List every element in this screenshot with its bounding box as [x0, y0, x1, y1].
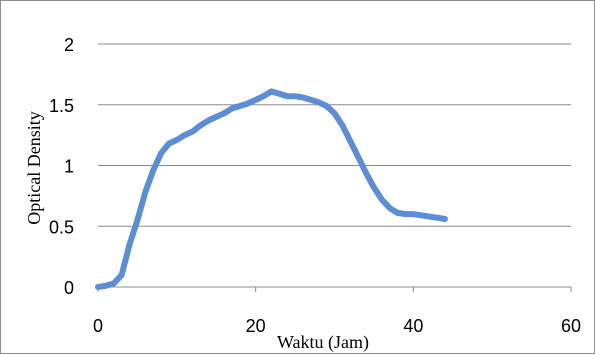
tick-labels: 00.511.520 20 40 60: [49, 35, 581, 336]
y-tick-label: 0.5: [49, 217, 74, 237]
y-axis-title: Optical Density: [24, 111, 44, 224]
y-tick-label: 1: [64, 157, 74, 177]
x-axis-title: Waktu (Jam): [277, 332, 369, 353]
x-tick-label: 20: [246, 316, 266, 336]
x-tick-label: 60: [561, 316, 581, 336]
y-tick-label: 1.5: [49, 96, 74, 116]
x-tick-label: 0: [93, 316, 103, 336]
y-tick-label: 2: [64, 35, 74, 55]
y-tick-label: 0: [64, 278, 74, 298]
x-tick-label: 40: [403, 316, 423, 336]
series-layer: [95, 88, 448, 290]
gridlines: [98, 43, 571, 227]
series-line-0: [95, 88, 448, 290]
axes: [97, 286, 572, 292]
